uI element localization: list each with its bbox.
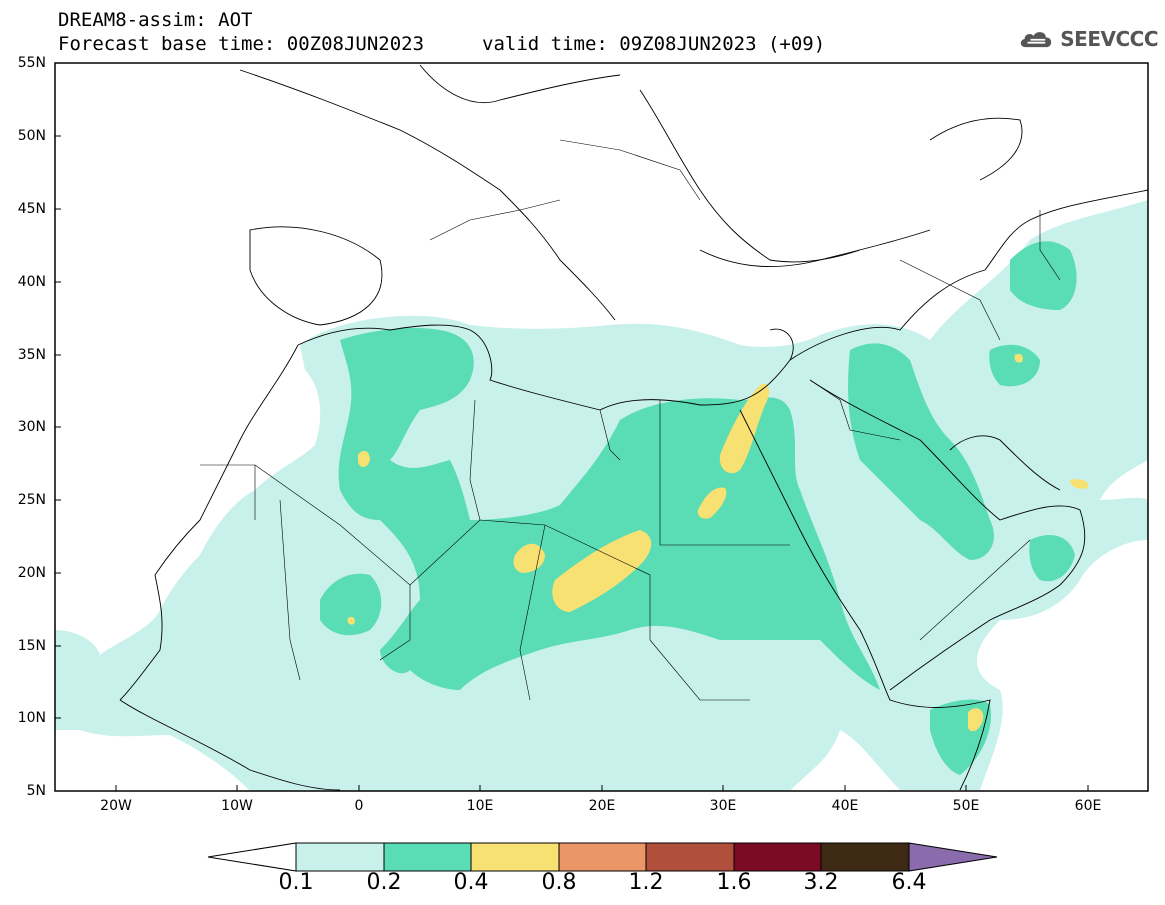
lon-label: 20W — [100, 798, 132, 814]
colorbar-label: 6.4 — [891, 870, 927, 895]
forecast-base-time: Forecast base time: 00Z08JUN2023 — [58, 33, 425, 55]
colorbar-label: 1.6 — [716, 870, 752, 895]
lat-label: 5N — [26, 783, 46, 799]
lat-label: 40N — [17, 274, 46, 290]
lat-label: 55N — [17, 55, 46, 71]
map-title: DREAM8-assim: AOT — [58, 9, 253, 31]
colorbar-label: 0.1 — [278, 870, 314, 895]
valid-time: valid time: 09Z08JUN2023 (+09) — [482, 33, 826, 55]
lon-label: 40E — [831, 798, 859, 814]
lat-label: 25N — [17, 492, 46, 508]
lon-label: 10W — [221, 798, 253, 814]
lat-label: 20N — [17, 565, 46, 581]
lon-label: 30E — [709, 798, 737, 814]
colorbar-bin-3.2 — [820, 842, 910, 872]
logo-text: SEEVCCC — [1060, 27, 1158, 51]
colorbar-label: 0.2 — [366, 870, 402, 895]
colorbar-bin-0.8 — [558, 842, 647, 872]
colorbar-lower-arrow — [207, 842, 297, 872]
colorbar-upper-arrow — [908, 842, 998, 872]
lat-label: 45N — [17, 201, 46, 217]
lon-label: 50E — [952, 798, 980, 814]
lat-label: 15N — [17, 638, 46, 654]
colorbar-bin-0.4 — [470, 842, 560, 872]
colorbar — [207, 842, 998, 872]
lat-label: 30N — [17, 419, 46, 435]
cloud-icon — [1020, 32, 1052, 48]
colorbar-bin-0.2 — [383, 842, 472, 872]
country-borders — [200, 139, 1061, 701]
seevccc-logo: SEEVCCC — [1018, 22, 1158, 56]
colorbar-bin-0.1 — [295, 842, 385, 872]
lat-label: 10N — [17, 710, 46, 726]
lon-label: 10E — [466, 798, 494, 814]
lon-label: 20E — [588, 798, 616, 814]
lat-label: 35N — [17, 347, 46, 363]
colorbar-bin-1.6 — [733, 842, 822, 872]
lon-label: 60E — [1074, 798, 1102, 814]
colorbar-bin-1.2 — [645, 842, 735, 872]
coastlines — [119, 64, 1148, 791]
lat-label: 50N — [17, 128, 46, 144]
map-frame — [54, 62, 1149, 792]
lon-label: 0 — [354, 798, 364, 814]
colorbar-label: 0.8 — [541, 870, 577, 895]
colorbar-label: 1.2 — [628, 870, 664, 895]
colorbar-label: 3.2 — [803, 870, 839, 895]
colorbar-label: 0.4 — [453, 870, 489, 895]
